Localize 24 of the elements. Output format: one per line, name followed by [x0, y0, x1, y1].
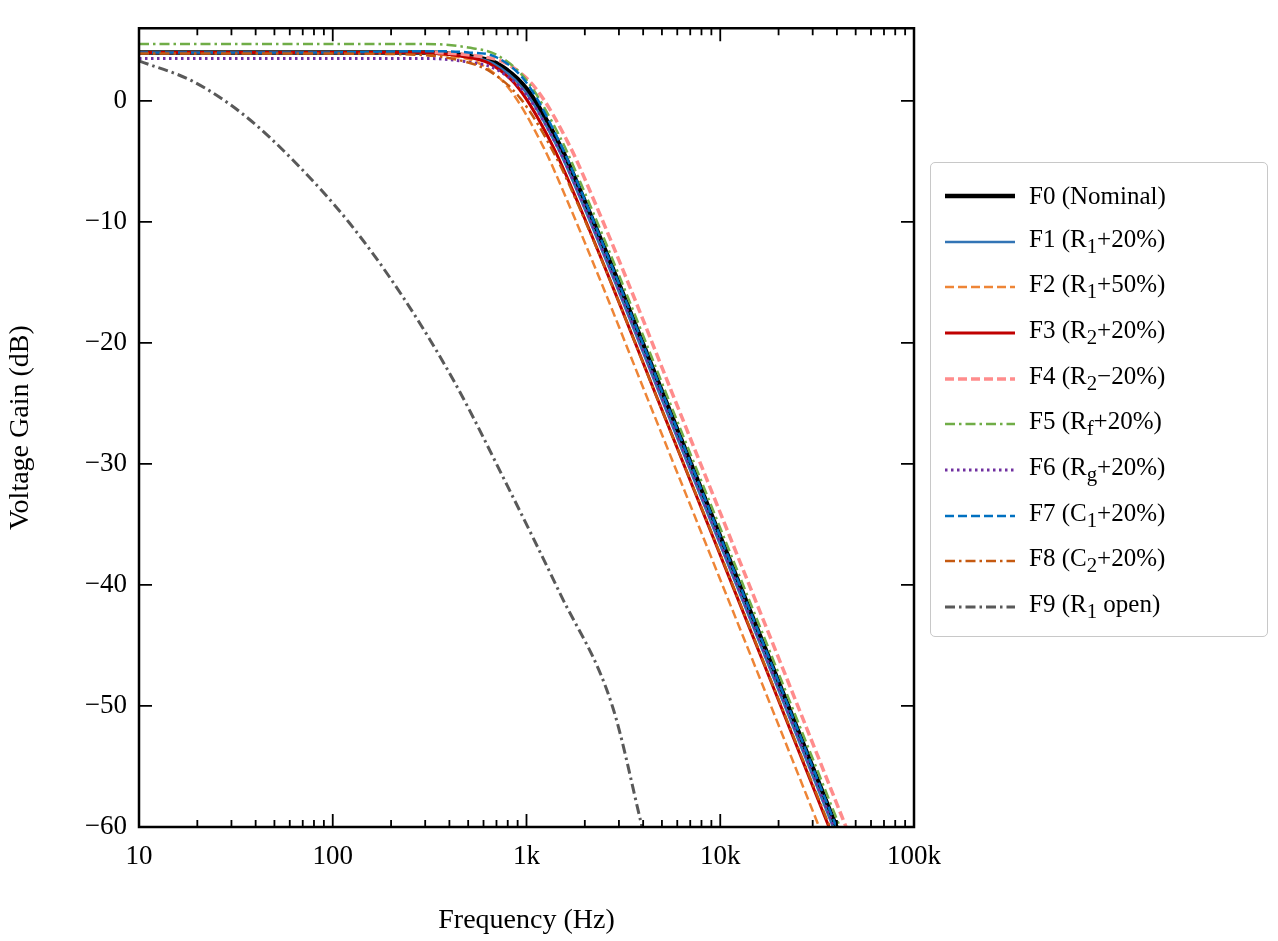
legend-label: F6 (R$_{g}$+20%)	[1029, 452, 1166, 487]
y-tick-label: −50	[84, 689, 127, 720]
x-tick-label: 10k	[700, 840, 741, 871]
x-tick-label: 100	[312, 840, 353, 871]
legend-label: F3 (R$_{2}$+20%)	[1029, 315, 1166, 350]
legend-label: F5 (R$_{f}$+20%)	[1029, 407, 1162, 442]
legend-label: F4 (R$_{2}$−20%)	[1029, 361, 1166, 396]
legend-label: F0 (Nominal)	[1029, 181, 1166, 210]
y-axis-title: Voltage Gain (dB)	[3, 325, 35, 530]
legend-label: F7 (C$_{1}$+20%)	[1029, 498, 1166, 533]
y-tick-label: −10	[84, 204, 127, 235]
legend-label: F9 (R$_{1}$ open)	[1029, 590, 1161, 625]
y-tick-label: −20	[84, 325, 127, 356]
y-tick-label: −60	[84, 810, 127, 841]
x-tick-label: 10	[125, 840, 153, 871]
legend-label: F1 (R$_{1}$+20%)	[1029, 224, 1166, 259]
y-tick-label: −40	[84, 568, 127, 599]
legend-label: F8 (C$_{2}$+20%)	[1029, 544, 1166, 579]
y-tick-label: 0	[113, 83, 127, 114]
x-axis-title: Frequency (Hz)	[438, 902, 615, 934]
y-tick-label: −30	[84, 447, 127, 477]
x-tick-label: 1k	[513, 840, 541, 871]
legend-label: F2 (R$_{1}$+50%)	[1029, 270, 1166, 305]
x-tick-label: 100k	[887, 840, 942, 871]
